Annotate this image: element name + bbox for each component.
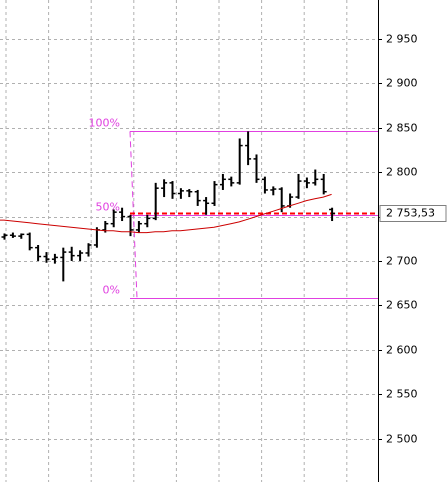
y-tick-label: 2 900: [386, 77, 418, 90]
y-tick-label: 2 850: [386, 122, 418, 135]
y-tick-label: 2 600: [386, 344, 418, 357]
fib-trend: [129, 131, 138, 299]
y-tick-label: 2 650: [386, 299, 418, 312]
last-price-label: 2 753,53: [386, 207, 435, 220]
fib-label: 100%: [89, 117, 120, 130]
y-tick-label: 2 550: [386, 388, 418, 401]
moving-average: [0, 193, 332, 234]
last-price-box: [379, 205, 447, 222]
fib-label: 0%: [103, 284, 120, 297]
y-tick-label: 2 500: [386, 433, 418, 446]
y-tick-label: 2 800: [386, 166, 418, 179]
y-tick-label: 2 950: [386, 33, 418, 46]
y-tick-label: 2 700: [386, 255, 418, 268]
